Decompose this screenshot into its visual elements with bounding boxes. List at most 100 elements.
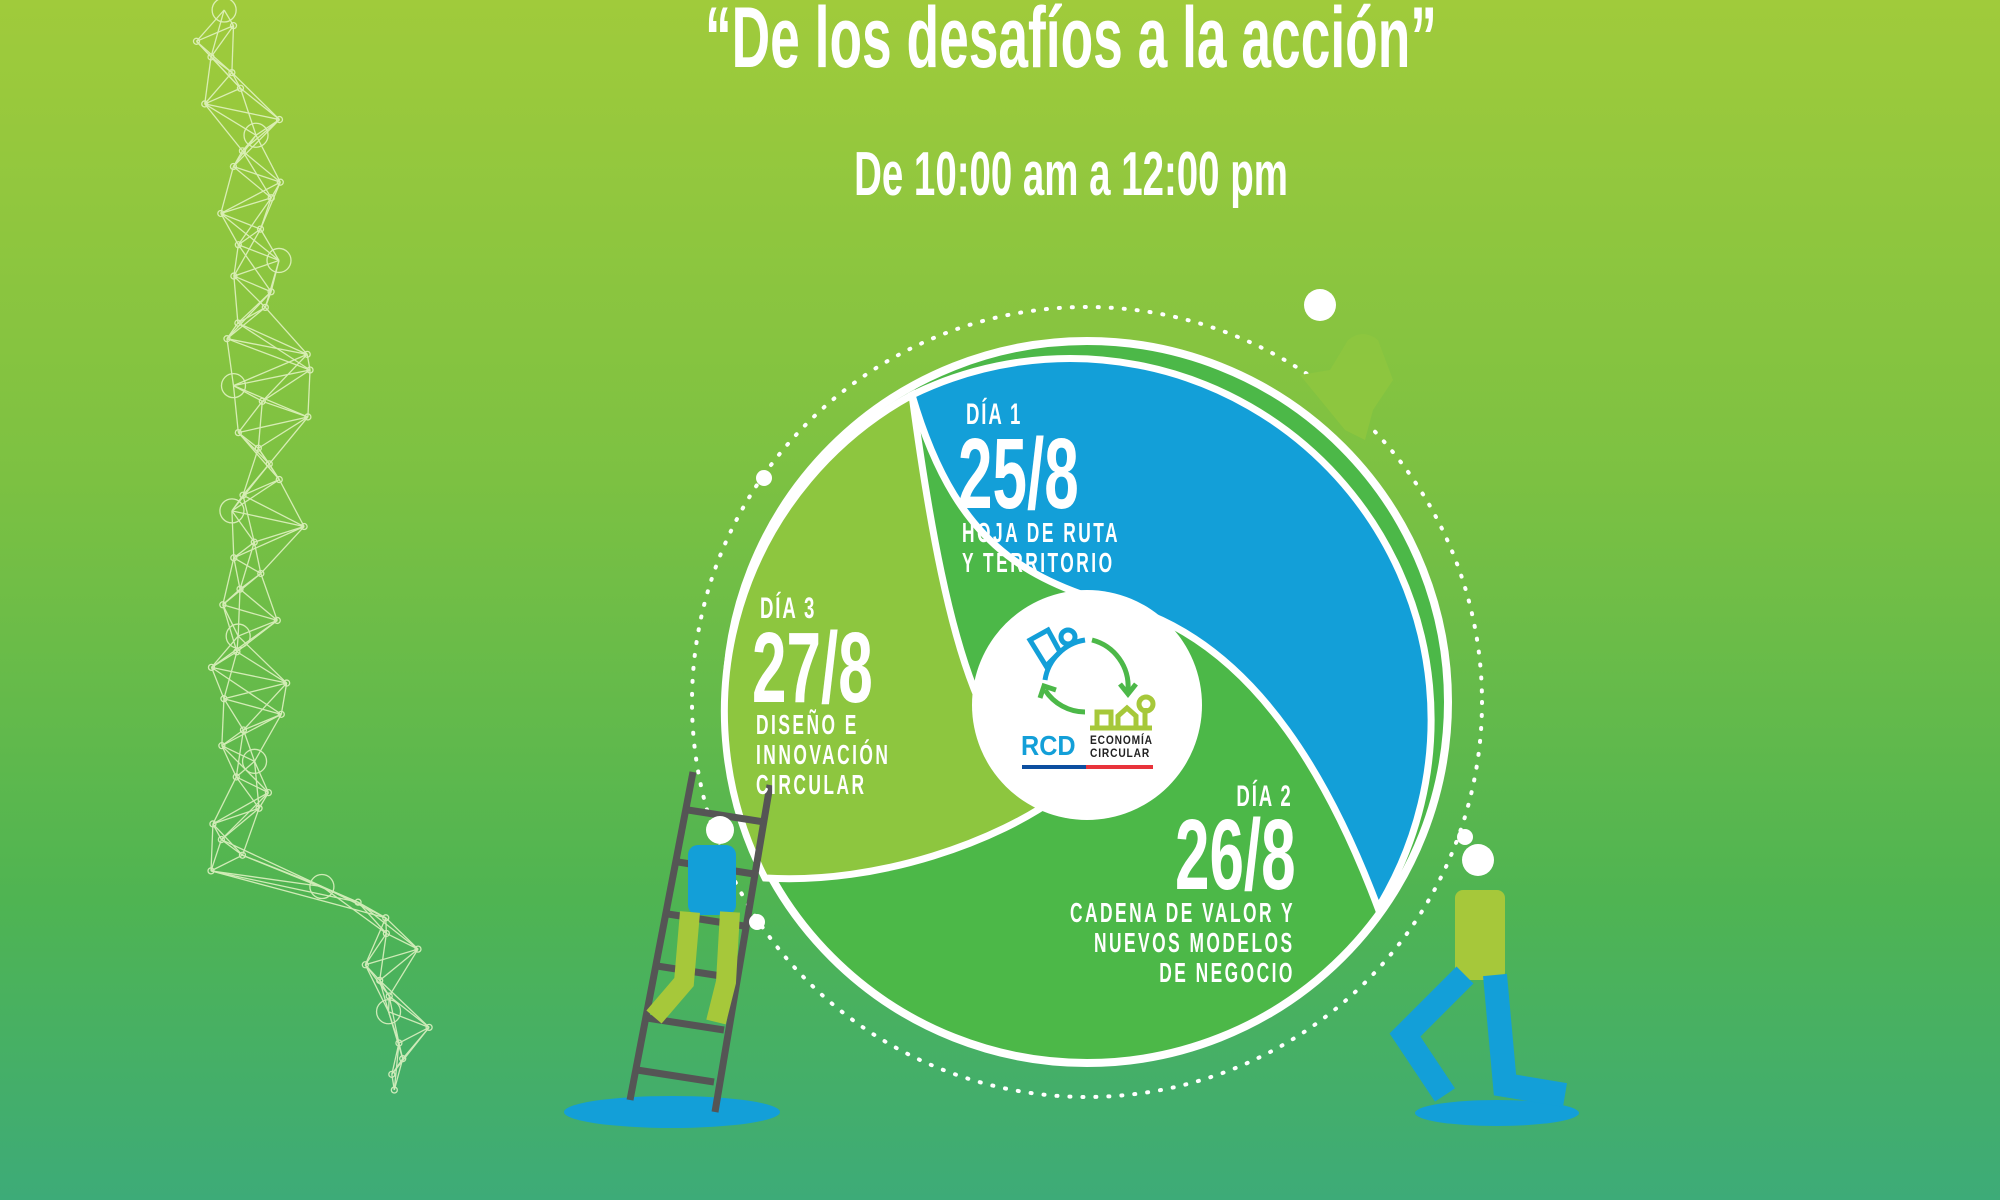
network-link xyxy=(226,338,311,371)
network-node xyxy=(265,460,273,468)
network-link xyxy=(237,322,308,355)
network-node xyxy=(239,491,247,499)
man-worker xyxy=(1455,890,1505,980)
network-node xyxy=(382,929,391,938)
recycle-arrow-icon xyxy=(1091,637,1131,691)
network-link xyxy=(280,682,288,715)
network-node xyxy=(306,366,314,374)
network-link xyxy=(210,56,241,89)
network-node xyxy=(201,100,209,108)
network-link xyxy=(220,181,281,215)
network-link xyxy=(233,165,281,183)
network-link xyxy=(364,964,390,1013)
network-link xyxy=(259,228,280,261)
network-link xyxy=(220,212,261,230)
network-link xyxy=(222,588,241,606)
network-link xyxy=(204,103,257,136)
network-link xyxy=(233,557,262,575)
network-node xyxy=(254,444,262,452)
network-link xyxy=(233,259,280,277)
network-link xyxy=(222,604,239,637)
network-link xyxy=(278,479,305,527)
network-link xyxy=(238,244,280,262)
network-node xyxy=(219,498,245,524)
network-link xyxy=(210,9,225,58)
network-link xyxy=(254,525,305,543)
network-link xyxy=(232,166,272,199)
network-node xyxy=(223,335,231,343)
network-link xyxy=(220,197,272,215)
network-link xyxy=(237,197,272,246)
network-node xyxy=(230,554,238,562)
day2-desc-3: DE NEGOCIO xyxy=(1159,957,1295,988)
network-link xyxy=(221,745,255,762)
network-link xyxy=(231,25,235,73)
ladder-icon xyxy=(626,771,774,1113)
network-link xyxy=(379,933,388,981)
day1-desc-2: Y TERRITORIO xyxy=(962,547,1115,578)
network-node xyxy=(275,475,283,484)
network-link xyxy=(255,134,281,183)
network-link xyxy=(239,588,278,621)
network-node xyxy=(250,538,258,546)
network-node xyxy=(276,178,284,186)
network-link xyxy=(242,448,259,496)
network-node xyxy=(234,241,242,249)
network-link xyxy=(379,980,390,1012)
network-node xyxy=(228,68,236,77)
network-link xyxy=(233,275,272,293)
network-link xyxy=(237,306,266,324)
network-link xyxy=(211,666,287,684)
network-node xyxy=(277,710,285,718)
network-link xyxy=(210,870,359,903)
network-node xyxy=(261,303,269,312)
network-link xyxy=(242,495,255,543)
network-link xyxy=(233,353,308,387)
network-node xyxy=(219,601,227,609)
network-link xyxy=(231,72,280,121)
network-link xyxy=(321,885,387,935)
network-link xyxy=(261,369,311,402)
day1-desc-1: HOJA DE RUTA xyxy=(962,517,1121,548)
network-link xyxy=(237,432,280,480)
network-node xyxy=(238,851,247,859)
network-node xyxy=(309,873,335,900)
network-link xyxy=(211,619,278,668)
network-node xyxy=(256,225,265,233)
event-title: “De los desafíos a la acción” xyxy=(705,0,1437,86)
network-link xyxy=(212,792,269,825)
network-link xyxy=(221,745,237,778)
network-link xyxy=(260,573,278,621)
network-node xyxy=(225,623,251,649)
network-link xyxy=(204,87,241,105)
network-node xyxy=(207,867,215,875)
network-link xyxy=(222,604,278,622)
network-link xyxy=(388,1011,430,1028)
network-node xyxy=(220,695,228,703)
network-link xyxy=(210,635,239,668)
network-link xyxy=(237,228,261,246)
network-link xyxy=(220,839,243,856)
network-link xyxy=(233,369,311,387)
event-time: De 10:00 am a 12:00 pm xyxy=(854,140,1288,209)
network-link xyxy=(253,714,282,762)
network-node xyxy=(220,373,247,399)
network-link xyxy=(220,807,260,841)
network-link xyxy=(231,510,235,558)
network-link xyxy=(238,416,309,434)
dotted-orbit xyxy=(690,305,1484,1099)
network-link xyxy=(233,525,305,559)
network-node xyxy=(414,945,422,953)
network-link xyxy=(253,542,262,574)
network-link xyxy=(393,1058,404,1091)
network-node xyxy=(232,773,240,781)
network-node xyxy=(211,0,237,23)
network-link xyxy=(210,870,323,888)
network-link xyxy=(231,479,280,512)
network-node xyxy=(255,804,263,812)
network-link xyxy=(388,995,430,1028)
network-link xyxy=(233,385,309,418)
network-link xyxy=(237,322,311,371)
network-link xyxy=(196,25,234,42)
network-link xyxy=(204,103,280,121)
